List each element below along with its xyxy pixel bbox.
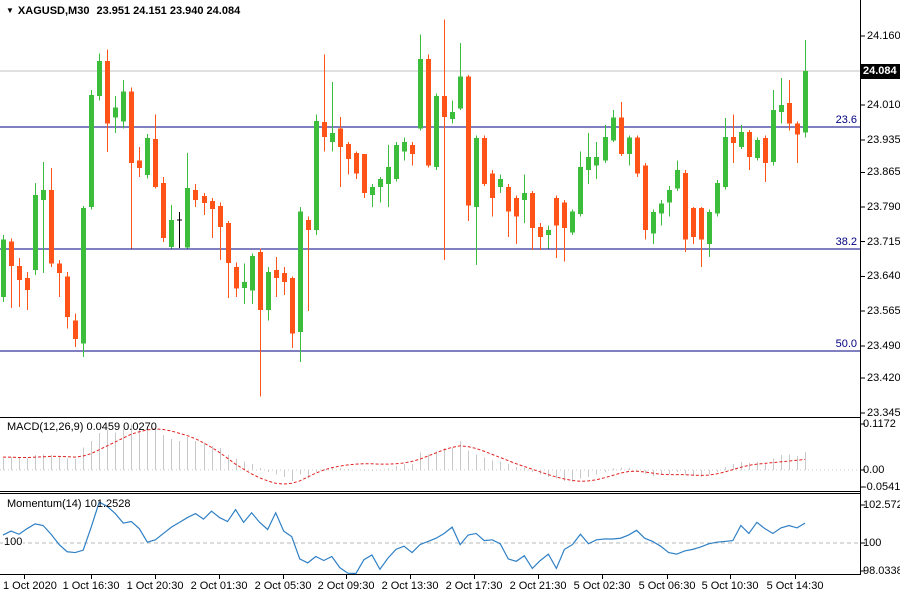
time-tick-label: 1 Oct 16:30 <box>62 580 120 592</box>
time-tick-label: 2 Oct 13:30 <box>381 580 439 592</box>
macd-tick-label: -0.0541 <box>863 481 900 493</box>
time-tick-label: 1 Oct 20:30 <box>126 580 184 592</box>
time-tick-label: 2 Oct 17:30 <box>445 580 503 592</box>
momentum-tick-label: 100 <box>863 537 882 549</box>
time-tick-label: 2 Oct 05:30 <box>254 580 312 592</box>
price-tick-label: 23.865 <box>867 166 900 179</box>
current-price-badge: 24.084 <box>861 64 900 79</box>
time-tick-label: 5 Oct 10:30 <box>701 580 759 592</box>
price-tick-label: 23.640 <box>867 270 900 283</box>
time-tick-label: 1 Oct 2020 <box>3 580 57 592</box>
macd-tick-label: 0.1172 <box>863 418 896 430</box>
time-tick-label: 5 Oct 14:30 <box>766 580 824 592</box>
price-tick-label: 23.715 <box>867 235 900 248</box>
time-tick-label: 5 Oct 06:30 <box>638 580 696 592</box>
macd-name: MACD(12,26,9) <box>7 421 84 433</box>
price-tick-label: 24.160 <box>867 29 900 42</box>
price-tick-label: 23.345 <box>867 406 900 419</box>
fib-level-label: 38.2 <box>835 236 857 249</box>
momentum-line <box>2 501 806 575</box>
price-tick-label: 23.790 <box>867 201 900 213</box>
symbol-marker-icon: ▼ <box>6 6 14 15</box>
time-tick-label: 2 Oct 09:30 <box>317 580 375 592</box>
time-tick-label: 5 Oct 02:30 <box>573 580 631 592</box>
chart-title-ohlc: 23.951 24.151 23.940 24.084 <box>96 5 241 17</box>
time-tick-label: 2 Oct 01:30 <box>190 580 248 592</box>
price-tick-label: 23.490 <box>867 339 900 352</box>
momentum-tick-label: 102.5727 <box>863 499 900 511</box>
macd-indicator-label: MACD(12,26,9) 0.0459 0.0270 <box>7 421 157 433</box>
momentum-value: 101.2528 <box>84 498 131 510</box>
macd-tick-label: 0.00 <box>863 464 885 476</box>
momentum-indicator-label: Momentum(14) 101.2528 <box>7 498 131 510</box>
fib-level-label: 23.6 <box>835 113 857 126</box>
candles-layer <box>1 19 808 397</box>
price-tick-label: 23.935 <box>867 133 900 146</box>
chart-title: ▼ XAGUSD,M30 23.951 24.151 23.940 24.084 <box>6 5 240 17</box>
price-tick-label: 23.420 <box>867 372 900 385</box>
time-tick-label: 2 Oct 21:30 <box>509 580 567 592</box>
macd-values: 0.0459 0.0270 <box>86 421 157 433</box>
macd-signal-line <box>3 428 806 485</box>
price-tick-label: 24.010 <box>867 99 900 112</box>
chart-title-symbol: XAGUSD,M30 <box>17 5 90 17</box>
price-tick-label: 23.565 <box>867 305 900 318</box>
momentum-tick-label: 98.0338 <box>863 565 900 577</box>
momentum-level-label: 100 <box>3 536 24 548</box>
fib-level-label: 50.0 <box>835 337 857 350</box>
momentum-name: Momentum(14) <box>7 498 82 510</box>
